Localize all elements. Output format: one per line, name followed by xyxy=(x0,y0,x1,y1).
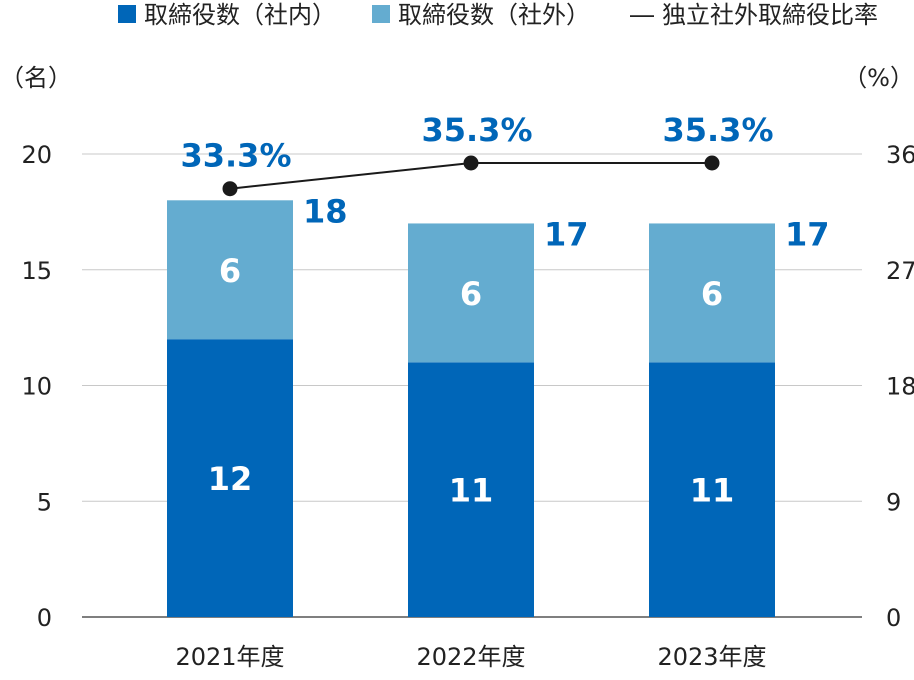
y-left-unit: （名） xyxy=(0,64,72,92)
bars xyxy=(167,200,775,617)
data-labels: 12 6 18 11 6 17 11 6 17 33.3% 35.3% 35.3% xyxy=(180,111,829,510)
x-tick-label: 2021年度 xyxy=(175,643,284,671)
y-left-tick-label: 0 xyxy=(37,604,52,632)
legend-swatch-external xyxy=(372,5,390,23)
legend-swatch-internal xyxy=(118,5,136,23)
bar-external-label: 6 xyxy=(701,275,723,313)
x-tick-label: 2022年度 xyxy=(416,643,525,671)
ratio-line xyxy=(222,155,720,197)
y-left-tick-label: 5 xyxy=(37,488,52,516)
legend-label-external: 取締役数（社外） xyxy=(398,1,590,29)
y-left-axis: 0 5 10 15 20 xyxy=(21,141,52,632)
bar-total-label: 17 xyxy=(785,215,830,253)
ratio-point xyxy=(463,155,479,171)
bar-external-label: 6 xyxy=(460,275,482,313)
y-right-unit: （%） xyxy=(843,64,914,92)
legend-label-ratio: 独立社外取締役比率 xyxy=(662,1,878,29)
legend-line-symbol: ― xyxy=(630,1,654,29)
ratio-point xyxy=(704,155,720,171)
y-right-tick-label: 36 xyxy=(886,141,914,169)
bar-external-label: 6 xyxy=(219,252,241,290)
y-left-tick-label: 10 xyxy=(21,373,52,401)
legend: 取締役数（社内） 取締役数（社外） ― 独立社外取締役比率 xyxy=(118,1,878,29)
bar-total-label: 18 xyxy=(303,192,348,230)
x-axis: 2021年度 2022年度 2023年度 xyxy=(175,643,766,671)
bar-total-label: 17 xyxy=(544,215,589,253)
y-left-tick-label: 15 xyxy=(21,257,52,285)
y-right-tick-label: 18 xyxy=(886,373,914,401)
ratio-point-label: 33.3% xyxy=(180,137,291,175)
y-left-tick-label: 20 xyxy=(21,141,52,169)
bar-internal-label: 12 xyxy=(208,460,253,498)
bar-external xyxy=(408,223,534,363)
y-right-tick-label: 0 xyxy=(886,604,901,632)
x-tick-label: 2023年度 xyxy=(657,643,766,671)
legend-label-internal: 取締役数（社内） xyxy=(144,1,336,29)
ratio-point-label: 35.3% xyxy=(662,111,773,149)
y-right-tick-label: 27 xyxy=(886,257,914,285)
bar-external xyxy=(649,223,775,363)
ratio-point-label: 35.3% xyxy=(421,111,532,149)
bar-internal-label: 11 xyxy=(690,472,735,510)
y-right-axis: 0 9 18 27 36 xyxy=(886,141,914,632)
bar-internal xyxy=(649,362,775,617)
bar-internal-label: 11 xyxy=(449,472,494,510)
y-right-tick-label: 9 xyxy=(886,488,901,516)
bar-internal xyxy=(408,362,534,617)
bar-external xyxy=(167,200,293,340)
bar-internal xyxy=(167,339,293,617)
ratio-point xyxy=(222,181,238,197)
